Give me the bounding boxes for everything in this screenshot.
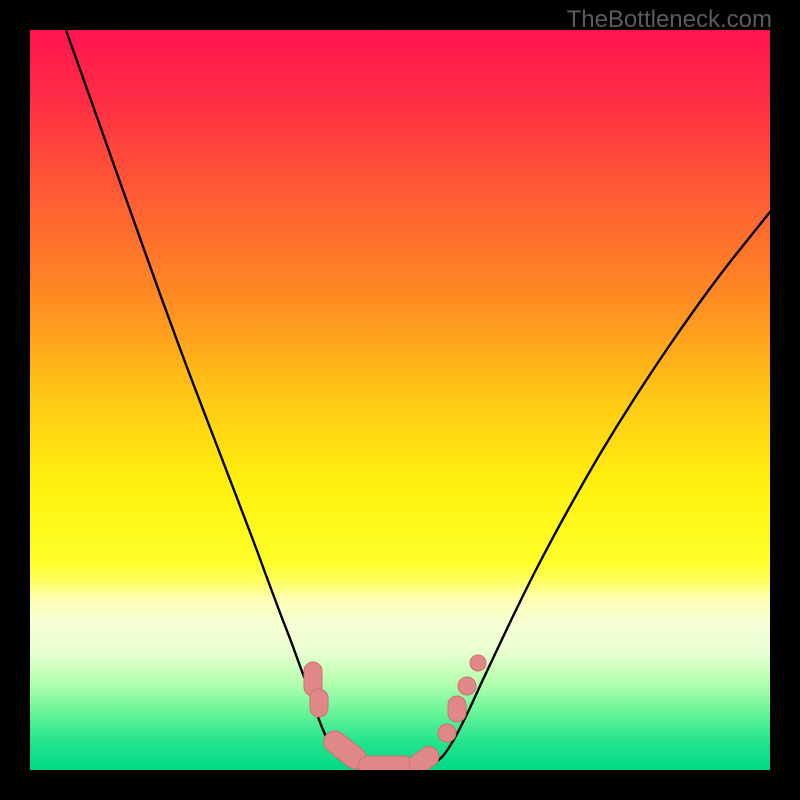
marker-3 [358,756,414,770]
curve-left_arm [66,30,400,769]
curve-layer [30,30,770,770]
marker-4 [405,743,443,770]
watermark-text: TheBottleneck.com [567,6,772,34]
marker-5 [438,724,456,742]
plot-area [30,30,770,770]
marker-8 [470,655,486,671]
marker-7 [458,677,476,695]
curve-right_arm [400,212,770,769]
marker-6 [448,696,466,722]
marker-1 [310,689,328,717]
